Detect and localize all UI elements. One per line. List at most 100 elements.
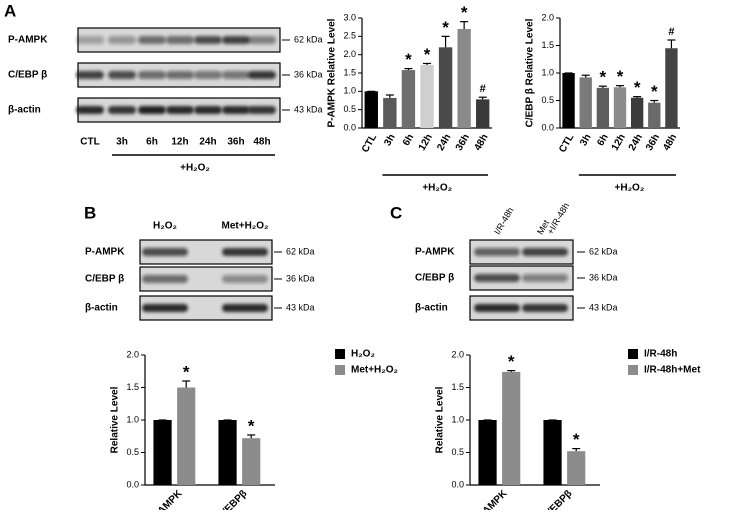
lane-label: CTL <box>80 137 99 148</box>
blot-band <box>138 71 166 79</box>
x-tick-label: 6h <box>401 132 416 148</box>
bar <box>613 87 627 128</box>
blot-row-label: P-AMPK <box>415 247 455 258</box>
blot-band <box>222 248 268 256</box>
x-tick-label: 12h <box>417 132 435 152</box>
kda-label: 43 kDa <box>589 302 618 312</box>
bar <box>177 387 196 485</box>
legend-label: I/R-48h+Met <box>644 365 701 376</box>
blot-band <box>166 36 194 44</box>
y-tick-label: 0.5 <box>343 104 356 114</box>
y-tick-label: 1.5 <box>541 40 554 50</box>
blot-band <box>522 304 568 312</box>
blot-band <box>222 304 268 312</box>
panel-letter: C <box>390 203 402 222</box>
y-tick-label: 0.0 <box>451 479 464 489</box>
y-axis-label: P-AMPK Relative Level <box>327 18 338 127</box>
blot-band <box>142 248 188 256</box>
blot-band <box>142 304 188 312</box>
x-tick-label: 24h <box>435 132 453 152</box>
bar <box>648 102 661 128</box>
lane-label: 6h <box>146 137 158 148</box>
blot-band <box>248 36 276 44</box>
significance-marker: * <box>183 362 190 381</box>
panel-letter: A <box>4 1 16 20</box>
blot-band <box>522 248 568 256</box>
blot-band <box>222 71 250 79</box>
kda-label: 43 kDa <box>294 104 323 114</box>
bar <box>579 77 592 128</box>
blot-row-label: P-AMPK <box>85 247 125 258</box>
significance-marker: # <box>668 26 674 38</box>
blot-row-label: C/EBP β <box>415 273 454 284</box>
lane-label: 12h <box>171 137 188 148</box>
y-tick-label: 1.0 <box>541 67 554 77</box>
x-tick-label: 48h <box>472 132 490 152</box>
y-axis-label: Relative Level <box>110 386 121 453</box>
bar <box>562 73 575 128</box>
kda-label: 62 kDa <box>286 246 315 256</box>
kda-label: 62 kDa <box>294 34 323 44</box>
bar <box>364 91 378 128</box>
kda-label: 36 kDa <box>286 273 315 283</box>
lane-label: I/R-48h <box>492 206 515 237</box>
y-tick-label: 0.5 <box>126 447 139 457</box>
y-tick-label: 2.5 <box>343 31 356 41</box>
y-tick-label: 2.0 <box>343 49 356 59</box>
blot-band <box>474 274 520 282</box>
blot-band <box>222 36 250 44</box>
lane-label: +I/R-48h <box>545 201 571 236</box>
lane-label: H₂O₂ <box>153 221 177 232</box>
bar <box>153 420 172 485</box>
y-tick-label: 0.0 <box>541 122 554 132</box>
bar <box>502 371 521 485</box>
legend-swatch <box>628 365 638 375</box>
blot-band <box>166 71 194 79</box>
blot-band <box>248 71 276 79</box>
significance-marker: * <box>651 82 658 101</box>
x-tick-label: CTL <box>557 132 576 154</box>
blot-row-label: C/EBP β <box>8 70 47 81</box>
treatment-label: +H₂O₂ <box>180 163 210 174</box>
bar <box>438 47 453 129</box>
significance-marker: * <box>442 18 449 37</box>
x-tick-label: C/EBPβ <box>541 488 575 510</box>
group-label: +H₂O₂ <box>422 183 452 194</box>
blot-band <box>108 106 136 114</box>
y-tick-label: 0.0 <box>126 479 139 489</box>
blot-band <box>108 36 136 44</box>
y-tick-label: 1.0 <box>343 86 356 96</box>
y-tick-label: 3.0 <box>343 12 356 22</box>
blot-row-label: C/EBP β <box>85 274 124 285</box>
legend-label: Met+H₂O₂ <box>351 365 398 376</box>
blot-band <box>522 274 568 282</box>
significance-marker: * <box>600 68 607 87</box>
y-axis-label: Relative Level <box>435 386 446 453</box>
x-tick-label: 48h <box>661 132 679 152</box>
legend-swatch <box>335 349 345 359</box>
kda-label: 36 kDa <box>589 272 618 282</box>
significance-marker: * <box>248 416 255 435</box>
significance-marker: * <box>573 430 580 449</box>
significance-marker: * <box>461 3 468 22</box>
significance-marker: * <box>508 352 515 371</box>
y-tick-label: 2.0 <box>126 349 139 359</box>
blot-band <box>222 275 268 283</box>
y-tick-label: 0.0 <box>343 122 356 132</box>
blot-band <box>474 304 520 312</box>
x-tick-label: 12h <box>610 132 628 152</box>
y-tick-label: 1.0 <box>451 414 464 424</box>
x-tick-label: 3h <box>578 132 593 148</box>
kda-label: 43 kDa <box>286 302 315 312</box>
blot-band <box>194 36 222 44</box>
lane-label: 24h <box>199 137 216 148</box>
blot-band <box>142 275 188 283</box>
x-tick-label: CTL <box>360 132 379 154</box>
bar <box>478 420 497 485</box>
legend-label: H₂O₂ <box>351 349 375 360</box>
blot-band <box>194 71 222 79</box>
blot-row-label: P-AMPK <box>8 35 48 46</box>
blot-band <box>76 71 104 79</box>
blot-row-label: β-actin <box>8 105 41 116</box>
